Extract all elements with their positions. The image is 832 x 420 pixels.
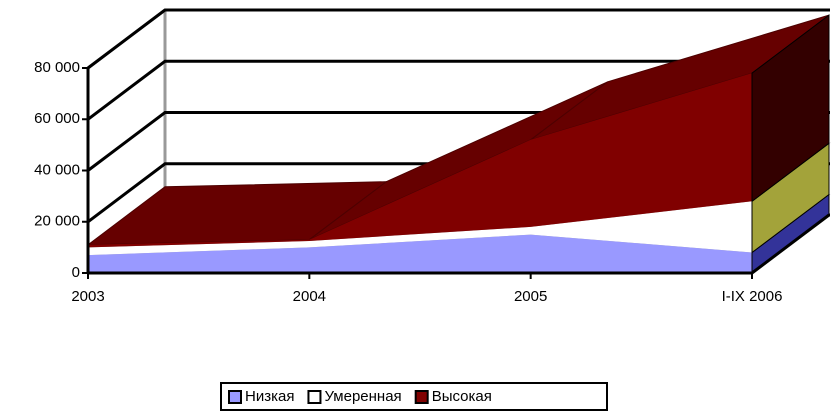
legend-swatch [228,390,242,404]
legend-box [220,382,608,411]
x-tick-label: 2004 [293,288,326,305]
floor-edge [751,213,830,275]
grid-line [87,8,830,70]
area-front [88,201,752,256]
area-side [751,14,830,203]
legend-label: Низкая [245,388,294,405]
x-tick-label: I-IX 2006 [722,288,783,305]
legend-label: Умеренная [324,388,401,405]
legend-label: Высокая [432,388,492,405]
area-front [88,234,752,273]
grid-line [87,59,830,121]
y-tick-label: 80 000 [34,59,80,76]
y-tick-label: 40 000 [34,161,80,178]
y-tick-label: 0 [72,264,80,281]
legend-swatch [414,390,429,404]
x-tick-label: 2003 [71,288,104,305]
x-tick-label: 2005 [514,288,547,305]
y-tick-label: 20 000 [34,213,80,230]
legend-swatch [307,390,322,404]
y-tick-label: 60 000 [34,110,80,127]
area-front [88,73,752,248]
